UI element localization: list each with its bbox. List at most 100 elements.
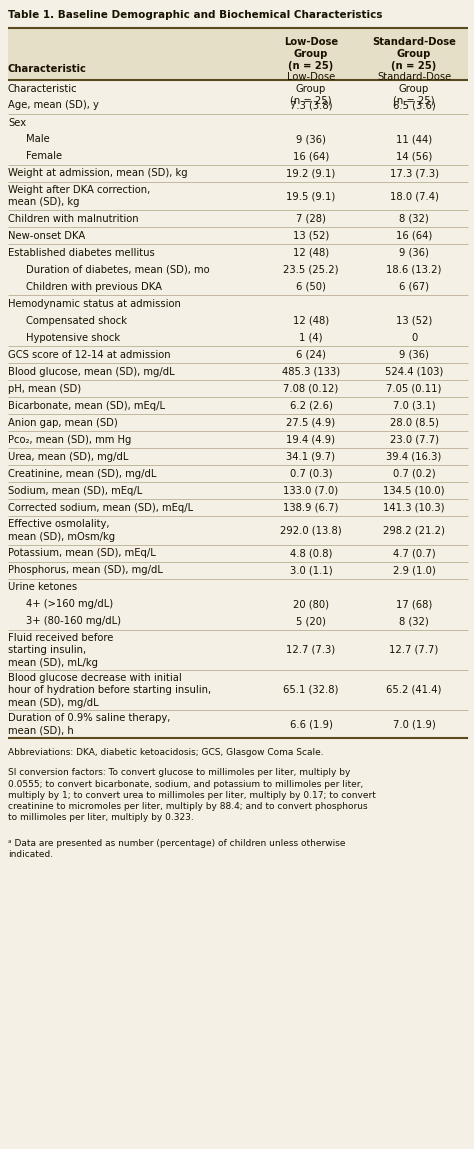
Text: 23.0 (7.7): 23.0 (7.7)	[390, 435, 438, 445]
Text: Duration of 0.9% saline therapy,
mean (SD), h: Duration of 0.9% saline therapy, mean (S…	[8, 712, 170, 735]
Text: 3.0 (1.1): 3.0 (1.1)	[290, 565, 332, 576]
Text: 16 (64): 16 (64)	[396, 231, 432, 241]
Text: Hypotensive shock: Hypotensive shock	[26, 333, 120, 344]
Text: 138.9 (6.7): 138.9 (6.7)	[283, 503, 339, 512]
Text: Urea, mean (SD), mg/dL: Urea, mean (SD), mg/dL	[8, 452, 128, 462]
Text: Children with malnutrition: Children with malnutrition	[8, 214, 138, 224]
Text: 0.7 (0.2): 0.7 (0.2)	[392, 469, 435, 479]
Bar	[8, 28, 468, 80]
Text: 8 (32): 8 (32)	[399, 617, 429, 626]
Text: Sex: Sex	[8, 117, 26, 128]
Text: 485.3 (133): 485.3 (133)	[282, 367, 340, 377]
Text: 6 (67): 6 (67)	[399, 282, 429, 292]
Text: 6.5 (3.6): 6.5 (3.6)	[392, 100, 436, 110]
Text: 34.1 (9.7): 34.1 (9.7)	[286, 452, 336, 462]
Text: Table 1. Baseline Demographic and Biochemical Characteristics: Table 1. Baseline Demographic and Bioche…	[8, 10, 383, 20]
Text: 7.0 (1.9): 7.0 (1.9)	[392, 719, 436, 730]
Text: 7.3 (3.8): 7.3 (3.8)	[290, 100, 332, 110]
Text: Phosphorus, mean (SD), mg/dL: Phosphorus, mean (SD), mg/dL	[8, 565, 163, 576]
Text: Low-Dose
Group
(n = 25): Low-Dose Group (n = 25)	[284, 37, 338, 71]
Text: 0: 0	[411, 333, 417, 344]
Text: 8 (32): 8 (32)	[399, 214, 429, 224]
Text: SI conversion factors: To convert glucose to millimoles per liter, multiply by
0: SI conversion factors: To convert glucos…	[8, 769, 376, 822]
Text: Hemodynamic status at admission: Hemodynamic status at admission	[8, 299, 181, 309]
Text: Age, mean (SD), y: Age, mean (SD), y	[8, 100, 99, 110]
Text: 6.2 (2.6): 6.2 (2.6)	[290, 401, 332, 411]
Text: 134.5 (10.0): 134.5 (10.0)	[383, 486, 445, 496]
Text: Children with previous DKA: Children with previous DKA	[26, 282, 162, 292]
Text: Bicarbonate, mean (SD), mEq/L: Bicarbonate, mean (SD), mEq/L	[8, 401, 165, 411]
Text: 11 (44): 11 (44)	[396, 134, 432, 145]
Text: Weight after DKA correction,
mean (SD), kg: Weight after DKA correction, mean (SD), …	[8, 185, 150, 207]
Text: 19.5 (9.1): 19.5 (9.1)	[286, 191, 336, 201]
Text: Low-Dose
Group
(n = 25): Low-Dose Group (n = 25)	[287, 72, 335, 105]
Text: 6 (50): 6 (50)	[296, 282, 326, 292]
Text: 298.2 (21.2): 298.2 (21.2)	[383, 526, 445, 535]
Text: Standard-Dose
Group
(n = 25): Standard-Dose Group (n = 25)	[377, 72, 451, 105]
Text: Characteristic: Characteristic	[8, 84, 78, 93]
Text: Standard-Dose
Group
(n = 25): Standard-Dose Group (n = 25)	[372, 37, 456, 71]
Text: 133.0 (7.0): 133.0 (7.0)	[283, 486, 338, 496]
Text: 524.4 (103): 524.4 (103)	[385, 367, 443, 377]
Text: 27.5 (4.9): 27.5 (4.9)	[286, 418, 336, 427]
Text: Potassium, mean (SD), mEq/L: Potassium, mean (SD), mEq/L	[8, 548, 156, 558]
Text: Established diabetes mellitus: Established diabetes mellitus	[8, 248, 155, 259]
Text: Effective osmolality,
mean (SD), mOsm/kg: Effective osmolality, mean (SD), mOsm/kg	[8, 519, 115, 541]
Text: 20 (80): 20 (80)	[293, 600, 329, 609]
Text: 2.9 (1.0): 2.9 (1.0)	[392, 565, 436, 576]
Text: Characteristic: Characteristic	[8, 64, 87, 74]
Text: 12.7 (7.3): 12.7 (7.3)	[286, 645, 336, 655]
Text: 3+ (80-160 mg/dL): 3+ (80-160 mg/dL)	[26, 617, 121, 626]
Text: New-onset DKA: New-onset DKA	[8, 231, 85, 241]
Text: 7.0 (3.1): 7.0 (3.1)	[392, 401, 435, 411]
Text: 13 (52): 13 (52)	[293, 231, 329, 241]
Text: 6.6 (1.9): 6.6 (1.9)	[290, 719, 332, 730]
Text: Compensated shock: Compensated shock	[26, 316, 127, 326]
Text: ᵃ Data are presented as number (percentage) of children unless otherwise
indicat: ᵃ Data are presented as number (percenta…	[8, 839, 346, 859]
Text: 65.1 (32.8): 65.1 (32.8)	[283, 685, 339, 695]
Text: 4.8 (0.8): 4.8 (0.8)	[290, 548, 332, 558]
Text: Urine ketones: Urine ketones	[8, 583, 77, 593]
Text: 5 (20): 5 (20)	[296, 617, 326, 626]
Text: Blood glucose decrease with initial
hour of hydration before starting insulin,
m: Blood glucose decrease with initial hour…	[8, 673, 211, 708]
Text: 12 (48): 12 (48)	[293, 316, 329, 326]
Text: 23.5 (25.2): 23.5 (25.2)	[283, 265, 339, 275]
Text: 19.4 (4.9): 19.4 (4.9)	[286, 435, 336, 445]
Text: Corrected sodium, mean (SD), mEq/L: Corrected sodium, mean (SD), mEq/L	[8, 503, 193, 512]
Text: 9 (36): 9 (36)	[296, 134, 326, 145]
Text: 14 (56): 14 (56)	[396, 152, 432, 162]
Text: 9 (36): 9 (36)	[399, 248, 429, 259]
Text: pH, mean (SD): pH, mean (SD)	[8, 384, 81, 394]
Text: 4+ (>160 mg/dL): 4+ (>160 mg/dL)	[26, 600, 113, 609]
Text: 1 (4): 1 (4)	[299, 333, 323, 344]
Text: 18.0 (7.4): 18.0 (7.4)	[390, 191, 438, 201]
Text: 12 (48): 12 (48)	[293, 248, 329, 259]
Text: 13 (52): 13 (52)	[396, 316, 432, 326]
Text: Duration of diabetes, mean (SD), mo: Duration of diabetes, mean (SD), mo	[26, 265, 210, 275]
Text: Weight at admission, mean (SD), kg: Weight at admission, mean (SD), kg	[8, 169, 188, 178]
Text: 39.4 (16.3): 39.4 (16.3)	[386, 452, 442, 462]
Text: 4.7 (0.7): 4.7 (0.7)	[392, 548, 435, 558]
Text: GCS score of 12-14 at admission: GCS score of 12-14 at admission	[8, 350, 171, 360]
Text: 17 (68): 17 (68)	[396, 600, 432, 609]
Text: 0.7 (0.3): 0.7 (0.3)	[290, 469, 332, 479]
Text: Sodium, mean (SD), mEq/L: Sodium, mean (SD), mEq/L	[8, 486, 142, 496]
Text: 16 (64): 16 (64)	[293, 152, 329, 162]
Text: Pco₂, mean (SD), mm Hg: Pco₂, mean (SD), mm Hg	[8, 435, 131, 445]
Text: 6 (24): 6 (24)	[296, 350, 326, 360]
Text: Anion gap, mean (SD): Anion gap, mean (SD)	[8, 418, 118, 427]
Text: 9 (36): 9 (36)	[399, 350, 429, 360]
Text: 19.2 (9.1): 19.2 (9.1)	[286, 169, 336, 178]
Text: 28.0 (8.5): 28.0 (8.5)	[390, 418, 438, 427]
Text: 141.3 (10.3): 141.3 (10.3)	[383, 503, 445, 512]
Text: Blood glucose, mean (SD), mg/dL: Blood glucose, mean (SD), mg/dL	[8, 367, 174, 377]
Text: Female: Female	[26, 152, 62, 162]
Text: 12.7 (7.7): 12.7 (7.7)	[389, 645, 438, 655]
Text: 17.3 (7.3): 17.3 (7.3)	[390, 169, 438, 178]
Text: Abbreviations: DKA, diabetic ketoacidosis; GCS, Glasgow Coma Scale.: Abbreviations: DKA, diabetic ketoacidosi…	[8, 748, 324, 757]
Text: Fluid received before
starting insulin,
mean (SD), mL/kg: Fluid received before starting insulin, …	[8, 633, 113, 668]
Text: 18.6 (13.2): 18.6 (13.2)	[386, 265, 442, 275]
Text: 292.0 (13.8): 292.0 (13.8)	[280, 526, 342, 535]
Text: 7.08 (0.12): 7.08 (0.12)	[283, 384, 338, 394]
Text: Creatinine, mean (SD), mg/dL: Creatinine, mean (SD), mg/dL	[8, 469, 156, 479]
